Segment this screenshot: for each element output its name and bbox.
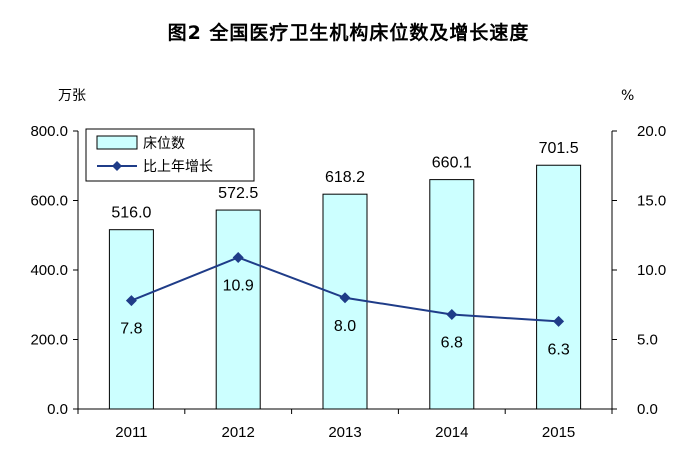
growth-value-label-2014: 6.8 [441,334,463,351]
right-tick-label: 15.0 [637,193,666,210]
growth-point-2013 [339,292,351,304]
bar-2014 [429,179,475,410]
bar-2011 [108,229,154,410]
legend: 床位数 比上年增长 [85,128,255,182]
legend-line-label: 比上年增长 [143,159,213,175]
left-tick-label: 200.0 [30,332,68,349]
right-tick-label: 0.0 [637,401,658,418]
left-tick-label: 400.0 [30,262,68,279]
growth-value-label-2011: 7.8 [120,321,142,338]
left-tick-label: 0.0 [47,401,68,418]
x-tick-label-2014: 2014 [435,424,468,441]
chart-title: 图2 全国医疗卫生机构床位数及增长速度 [167,22,530,44]
right-tick-label: 10.0 [637,262,666,279]
right-tick-label: 20.0 [637,123,666,140]
left-axis-unit: 万张 [58,88,86,104]
legend-bar-label: 床位数 [143,136,185,152]
bar-2012 [215,209,261,410]
x-tick-label-2015: 2015 [542,424,575,441]
x-tick-label-2012: 2012 [222,424,255,441]
right-axis-unit: % [621,88,634,104]
growth-point-2014 [446,308,458,320]
growth-value-label-2013: 8.0 [334,318,356,335]
right-tick-label: 5.0 [637,332,658,349]
x-tick-label-2013: 2013 [328,424,361,441]
growth-value-label-2015: 6.3 [547,341,569,358]
left-tick-label: 800.0 [30,123,68,140]
bar-value-label-2012: 572.5 [218,185,258,202]
growth-point-2012 [232,251,244,263]
bar-value-label-2015: 701.5 [539,140,579,157]
bar-value-label-2014: 660.1 [432,155,472,172]
legend-bar-swatch [96,135,138,150]
bar-value-label-2011: 516.0 [111,205,151,222]
bar-2015 [536,164,582,410]
left-tick-label: 600.0 [30,193,68,210]
legend-line-marker [112,161,122,171]
growth-value-label-2012: 10.9 [223,277,254,294]
x-tick-label-2011: 2011 [115,424,147,441]
growth-point-2015 [553,315,565,327]
bar-value-label-2013: 618.2 [325,169,365,186]
growth-point-2011 [125,295,137,307]
